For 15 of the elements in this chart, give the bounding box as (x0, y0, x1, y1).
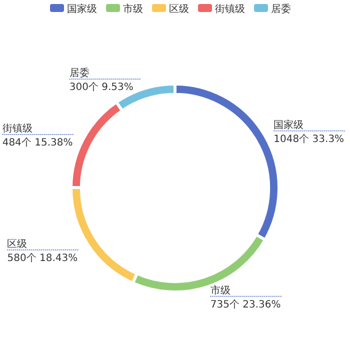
data-label: 580个 18.43% (7, 252, 78, 264)
data-label: 484个 15.38% (2, 136, 73, 148)
data-label: 1048个 33.3% (274, 132, 344, 145)
slice-label: 区级 (7, 238, 28, 250)
legend-label: 市级 (123, 3, 143, 15)
slice-label: 市级 (210, 284, 230, 296)
data-label: 300个 9.53% (69, 81, 134, 94)
legend-label: 国家级 (67, 3, 97, 15)
data-label: 735个 23.36% (210, 298, 281, 310)
slice-label: 居委 (69, 67, 90, 80)
legend-label: 区级 (169, 3, 189, 15)
legend-label: 居委 (271, 3, 291, 15)
legend-label: 街镇级 (215, 3, 245, 15)
slice-label: 国家级 (274, 118, 304, 131)
slice-label: 街镇级 (2, 122, 32, 134)
